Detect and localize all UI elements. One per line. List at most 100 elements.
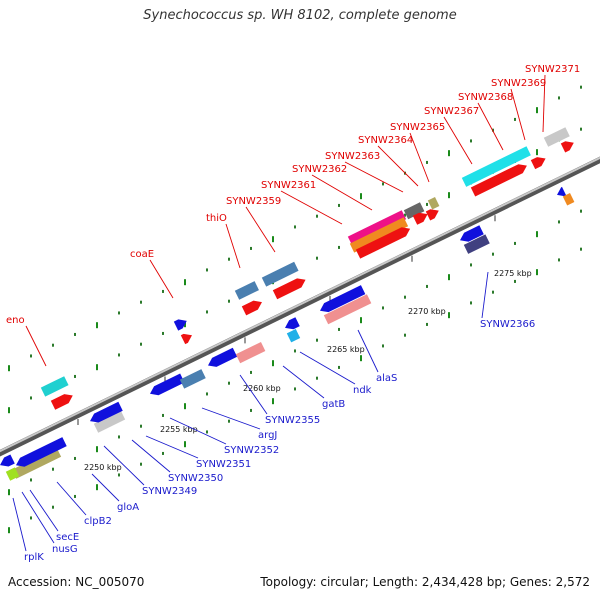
reverse-gene-label: gatB [322, 399, 345, 410]
guide-dot [272, 236, 274, 243]
label-connector [409, 132, 430, 183]
guide-dot [162, 289, 164, 293]
guide-dot [206, 268, 208, 272]
reverse-gene-label: nusG [52, 544, 78, 555]
gene-SYNW2369 [530, 157, 546, 170]
guide-dot [382, 344, 384, 348]
label-connector [149, 259, 174, 299]
guide-dot [30, 478, 32, 482]
label-connector [12, 497, 27, 552]
gene-SYNW2350 [150, 373, 185, 396]
reverse-gene-label: clpB2 [84, 516, 112, 527]
gene-SYNW2362-shape [349, 217, 409, 253]
guide-dot [272, 360, 274, 367]
guide-dot [404, 295, 406, 299]
label-connector [282, 365, 325, 399]
guide-dot [426, 160, 428, 164]
gene-thiO-shape [234, 281, 259, 300]
gene-secE-shape [16, 437, 67, 467]
guide-dot [514, 279, 516, 283]
gene-SYNW2364-red [412, 212, 428, 225]
gene-thiO-red-shape [241, 300, 262, 316]
guide-dot [96, 364, 98, 371]
gene-SYNW2368-shape [470, 164, 527, 197]
guide-dot [8, 365, 10, 372]
gene-rplK [0, 454, 15, 467]
gene-SYNW2365-red-shape [425, 209, 439, 221]
tick-label: 2275 kbp [494, 269, 532, 278]
guide-dot [74, 374, 76, 378]
gene-eno-red [50, 394, 73, 410]
guide-dot [404, 213, 406, 217]
guide-dot [294, 225, 296, 229]
guide-dot [536, 149, 538, 156]
gene-clpB2 [5, 467, 20, 481]
gene-ndk-blue [320, 285, 366, 313]
gene-nusG [11, 447, 62, 479]
label-connector [91, 473, 120, 502]
gene-eno-shape [40, 376, 69, 397]
guide-dot [360, 317, 362, 324]
guide-dot [580, 127, 582, 131]
guide-dot [536, 231, 538, 238]
label-connector [169, 417, 227, 445]
label-connector [477, 102, 504, 151]
genome-backbone [0, 156, 600, 457]
guide-dot [360, 193, 362, 200]
guide-dot [184, 441, 186, 448]
guide-dot [228, 299, 230, 303]
gene-eno [40, 376, 69, 397]
label-connector [299, 351, 356, 385]
label-connector [131, 439, 171, 473]
guide-dot [382, 306, 384, 310]
guide-dot [470, 301, 472, 305]
guide-dot [426, 202, 428, 206]
guide-dot [8, 489, 10, 496]
guide-dot [206, 430, 208, 434]
forward-gene-label: SYNW2367 [424, 106, 479, 117]
guide-dot [30, 516, 32, 520]
reverse-gene-label: secE [56, 532, 79, 543]
label-connector [225, 223, 241, 269]
guide-dot [426, 284, 428, 288]
gene-coaE [173, 319, 187, 331]
guide-dot [96, 484, 98, 491]
guide-dot [162, 413, 164, 417]
reverse-gene-label: argJ [258, 430, 277, 441]
reverse-gene-label: gloA [117, 502, 139, 513]
reverse-gene-label: rplK [24, 552, 44, 563]
reverse-gene-label: SYNW2355 [265, 415, 320, 426]
gene-SYNW2371-red-shape [560, 141, 574, 153]
guide-dot [316, 256, 318, 260]
guide-dot [536, 107, 538, 114]
guide-dot [96, 322, 98, 329]
label-connector [481, 271, 489, 319]
label-connector [245, 206, 276, 253]
guide-dot [118, 311, 120, 315]
forward-gene-label: SYNW2371 [525, 64, 580, 75]
gene-SYNW2367-shape [461, 146, 531, 187]
reverse-gene-label: alaS [376, 373, 397, 384]
page-title: Synechococcus sp. WH 8102, complete geno… [143, 8, 457, 23]
guide-dot [338, 245, 340, 249]
guide-dot [338, 203, 340, 207]
gene-SYNW2349-shape [90, 401, 123, 423]
reverse-gene-label: SYNW2351 [196, 459, 251, 470]
guide-dot [294, 349, 296, 353]
guide-dot [8, 527, 10, 534]
guide-dot [140, 342, 142, 346]
label-connector [443, 116, 473, 165]
guide-dot [118, 473, 120, 477]
guide-dot [536, 269, 538, 276]
gene-SYNW2369-shape [530, 157, 546, 170]
gene-SYNW2366-dark [463, 234, 490, 254]
gene-rplK-shape [0, 454, 15, 467]
gene-SYNW2363-shape [355, 227, 411, 259]
label-connector [311, 174, 373, 211]
guide-dot [580, 247, 582, 251]
gene-coaE-shape [173, 319, 187, 331]
guide-dot [360, 355, 362, 362]
label-connector [25, 325, 47, 367]
forward-gene-label: SYNW2369 [491, 78, 546, 89]
